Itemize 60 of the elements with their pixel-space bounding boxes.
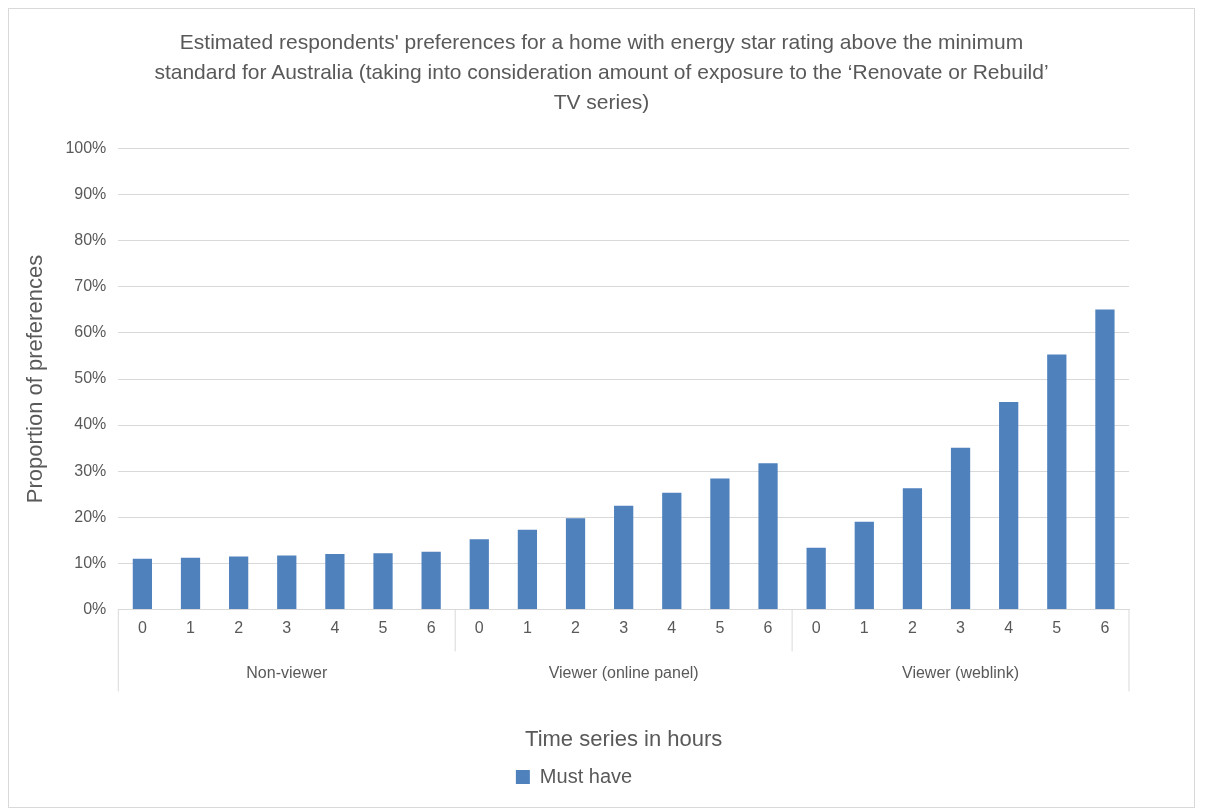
y-tick-label: 0%: [83, 599, 107, 617]
y-tick-label: 30%: [74, 461, 107, 479]
x-tick-label: 5: [378, 619, 388, 637]
text: Viewer (weblink): [902, 663, 1020, 681]
bar: [999, 402, 1019, 609]
x-tick-label: 5: [1052, 619, 1062, 637]
chart-title: Estimated respondents' preferences for a home with energy star rating above the minimum standard for Australia (taking into consideration amount of exposure to the ‘Renovate or Rebuild’ TV series): [153, 29, 1050, 115]
y-tick-label: 40%: [74, 415, 107, 433]
y-tick-label: 80%: [74, 231, 107, 249]
bar: [469, 539, 489, 609]
x-tick-label: 4: [667, 619, 677, 637]
bar: [854, 521, 874, 609]
x-axis-title: Time series in hours: [525, 725, 723, 751]
x-tick-label: 2: [234, 619, 244, 637]
bar: [614, 505, 634, 609]
y-tick-label: 10%: [74, 553, 107, 571]
bar: [1047, 354, 1067, 609]
x-tick-label: 0: [137, 619, 147, 637]
bar: [180, 557, 201, 609]
x-tick-label: 1: [522, 619, 532, 637]
y-tick-label: 100%: [65, 139, 107, 157]
y-tick-label: 20%: [74, 507, 107, 525]
x-tick-label: 6: [763, 619, 773, 637]
bar: [662, 492, 682, 609]
x-tick-label: 0: [474, 619, 484, 637]
bar: [229, 556, 249, 609]
bar: [806, 547, 826, 609]
x-tick-label: 4: [330, 619, 340, 637]
x-tick-label: 3: [619, 619, 629, 637]
bar: [325, 554, 345, 609]
bar: [950, 447, 971, 609]
legend-label: Must have: [539, 764, 633, 787]
x-tick-label: 6: [426, 619, 436, 637]
y-tick-label: 90%: [74, 185, 107, 203]
bar: [517, 529, 538, 609]
bar: [758, 463, 778, 609]
x-tick-label: 5: [715, 619, 725, 637]
x-tick-label: 3: [282, 619, 292, 637]
x-tick-label: 1: [186, 619, 196, 637]
y-tick-label: 60%: [74, 323, 107, 341]
x-tick-label: 2: [907, 619, 917, 637]
bar: [277, 555, 297, 609]
x-tick-label: 2: [571, 619, 581, 637]
bar: [710, 478, 730, 609]
x-tick-label: 3: [956, 619, 966, 637]
x-tick-label: 4: [1004, 619, 1014, 637]
text: Non-viewer: [246, 663, 328, 681]
y-tick-label: 70%: [74, 277, 107, 295]
bar: [373, 553, 393, 609]
x-tick-label: 6: [1100, 619, 1110, 637]
x-tick-label: 1: [859, 619, 869, 637]
y-tick-label: 50%: [74, 369, 107, 387]
text: Viewer (online panel): [548, 663, 699, 681]
bar: [565, 518, 586, 609]
bar: [902, 488, 923, 609]
bar: [132, 558, 153, 609]
y-axis-title: Proportion of preferences: [22, 254, 48, 504]
bar: [1095, 309, 1115, 609]
bar: [421, 551, 441, 609]
x-tick-label: 0: [811, 619, 821, 637]
